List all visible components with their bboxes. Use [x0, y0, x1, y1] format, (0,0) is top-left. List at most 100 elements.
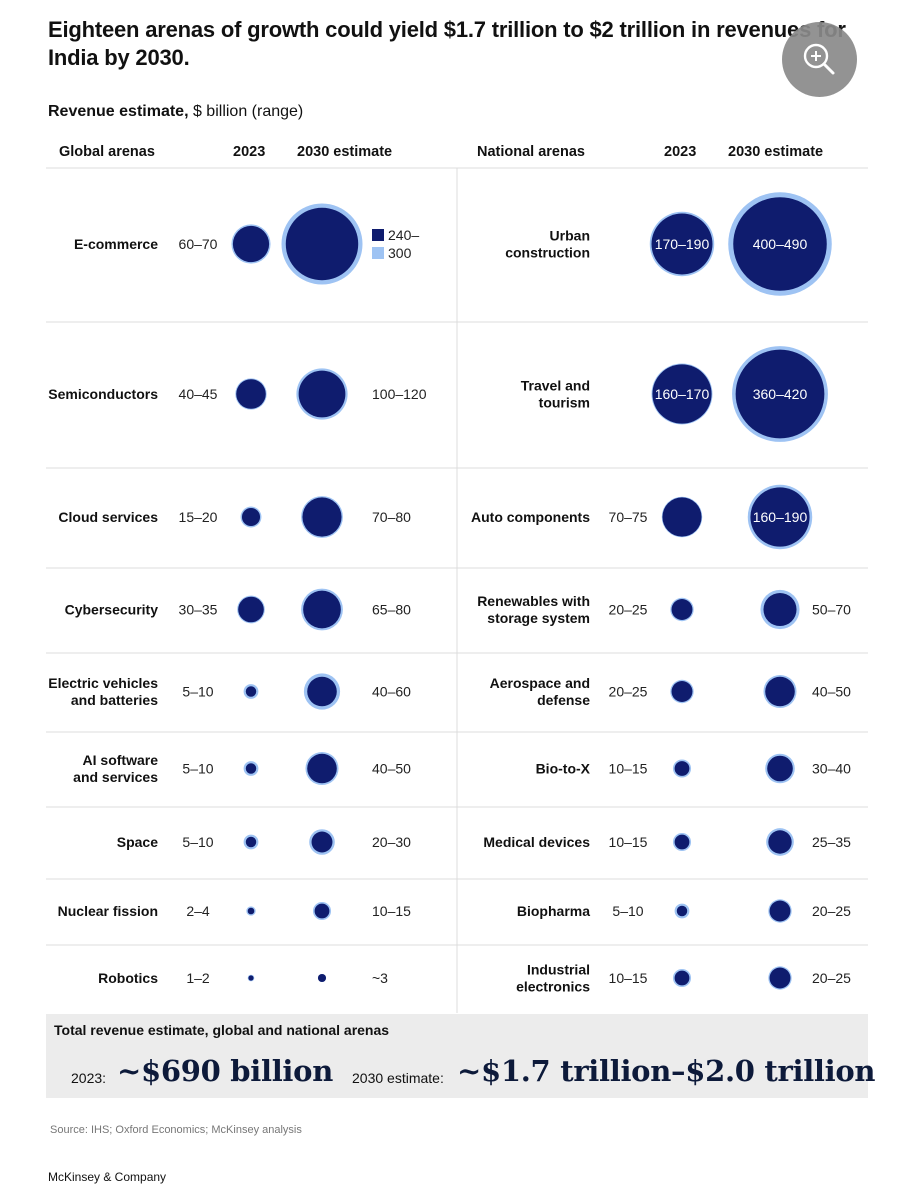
zoom-button[interactable] — [782, 22, 857, 97]
global-bubble-2030 — [317, 973, 327, 983]
national-value-2023: 10–15 — [609, 970, 648, 986]
total-2030-prefix: 2030 estimate: — [352, 1070, 444, 1086]
national-arena-label: Travel and tourism — [521, 378, 590, 411]
global-bubble-2030 — [307, 676, 337, 707]
global-value-2030: 20–30 — [372, 834, 411, 850]
global-value-2023: 5–10 — [182, 834, 213, 850]
national-arena-label: Aerospace and defense — [490, 675, 591, 708]
national-bubble-2023 — [652, 364, 712, 424]
global-value-2023: 40–45 — [179, 386, 218, 402]
national-bubble-2023 — [651, 213, 713, 275]
global-value-2030: 10–15 — [372, 903, 411, 919]
national-value-2023: 160–170 — [655, 386, 710, 402]
national-bubble-2030 — [733, 197, 827, 291]
global-bubble-2030 — [298, 370, 346, 418]
national-value-2030: 40–50 — [812, 684, 851, 700]
total-2023-prefix: 2023: — [71, 1070, 107, 1086]
national-bubble-2030 — [750, 487, 810, 547]
national-value-2023: 10–15 — [609, 761, 648, 777]
national-bubble-2023 — [674, 761, 690, 776]
national-bubble-2030 — [769, 967, 791, 989]
global-value-2023: 5–10 — [182, 684, 213, 700]
total-2023-value: ~$690 billion — [117, 1054, 333, 1088]
zoom-in-icon — [803, 43, 835, 75]
national-value-2030: 20–25 — [812, 970, 851, 986]
header-national-arenas: National arenas — [477, 144, 585, 160]
national-value-2023: 170–190 — [655, 236, 710, 252]
chart-title: Eighteen arenas of growth could yield $1… — [48, 17, 846, 70]
global-bubble-2023 — [247, 907, 255, 915]
global-bubble-2023 — [245, 836, 257, 848]
global-value-2023: 30–35 — [179, 602, 218, 618]
header-global-arenas: Global arenas — [59, 144, 155, 160]
national-bubble-2030 — [768, 830, 792, 854]
global-value-2023: 1–2 — [186, 970, 210, 986]
chart-subtitle: Revenue estimate, $ billion (range) — [48, 103, 303, 121]
global-bubble-2030 — [314, 903, 330, 919]
national-bubble-2023 — [676, 905, 688, 917]
national-arena-label: Bio-to-X — [536, 761, 591, 777]
national-arena-label: Renewables with storage system — [477, 593, 590, 626]
global-arena-label: AI software and services — [73, 752, 158, 785]
bubble-chart: E-commerce 60–70 Semiconductors 40–45 100–12… — [46, 167, 868, 1013]
global-value-2030: 65–80 — [372, 602, 411, 618]
global-bubble-2023 — [245, 686, 257, 697]
global-bubble-2023 — [248, 975, 254, 981]
global-value-2030: ~3 — [372, 970, 388, 986]
header-global-2030: 2030 estimate — [297, 144, 393, 160]
national-arena-label: Biopharma — [517, 903, 590, 919]
national-arena-label: Industrial electronics — [516, 962, 590, 995]
national-bubble-2030 — [767, 755, 793, 782]
global-arena-label: Robotics — [98, 970, 158, 986]
global-arena-label: Electric vehicles and batteries — [48, 675, 158, 708]
global-bubble-2023 — [236, 379, 266, 409]
national-bubble-2023 — [671, 599, 693, 620]
global-bubble-2030 — [302, 497, 342, 537]
national-value-2023: 20–25 — [609, 684, 648, 700]
global-bubble-2023 — [241, 507, 261, 527]
national-bubble-2030 — [769, 900, 791, 922]
national-value-2030: 20–25 — [812, 903, 851, 919]
subtitle-bold: Revenue estimate, — [48, 103, 189, 120]
total-label: Total revenue estimate, global and natio… — [54, 1022, 390, 1038]
global-value-2023: 2–4 — [186, 903, 210, 919]
global-arena-label: Semiconductors — [48, 386, 158, 402]
source-note: Source: IHS; Oxford Economics; McKinsey … — [50, 1124, 302, 1136]
global-value-2023: 60–70 — [179, 236, 218, 252]
national-value-2030: 25–35 — [812, 834, 851, 850]
national-bubble-2030 — [765, 676, 795, 707]
national-arena-label: Auto components — [471, 509, 590, 525]
header-national-2023: 2023 — [664, 144, 697, 160]
national-bubble-2023 — [662, 497, 702, 537]
global-bubble-2030 — [303, 590, 341, 629]
national-bubble-2030 — [735, 349, 825, 439]
global-bubble-2023 — [245, 763, 257, 774]
national-bubble-2023 — [671, 681, 693, 702]
global-value-2030: 40–50 — [372, 761, 411, 777]
header-national-2030: 2030 estimate — [728, 144, 824, 160]
national-value-2023: 20–25 — [609, 602, 648, 618]
global-arena-label: E-commerce — [74, 236, 158, 252]
national-bubble-2023 — [674, 834, 690, 850]
global-bubble-2030 — [285, 207, 359, 281]
legend-swatch-high — [372, 247, 384, 259]
brand-footer: McKinsey & Company — [48, 1170, 167, 1184]
national-value-2023: 10–15 — [609, 834, 648, 850]
national-bubble-2030 — [763, 592, 797, 627]
national-arena-label: Urban construction — [505, 228, 590, 261]
global-arena-label: Space — [117, 834, 158, 850]
total-box — [46, 1014, 868, 1098]
national-arena-label: Medical devices — [483, 834, 590, 850]
total-2030-value: ~$1.7 trillion–$2.0 trillion — [457, 1054, 876, 1088]
legend-label-high: 300 — [388, 245, 412, 261]
global-arena-label: Cloud services — [58, 509, 158, 525]
national-value-2023: 70–75 — [609, 509, 648, 525]
global-value-2023: 15–20 — [179, 509, 218, 525]
global-value-2023: 5–10 — [182, 761, 213, 777]
national-value-2023: 5–10 — [612, 903, 643, 919]
global-value-2030: 40–60 — [372, 684, 411, 700]
national-bubble-2023 — [674, 970, 690, 986]
global-bubble-2030 — [311, 831, 333, 853]
national-value-2030: 30–40 — [812, 761, 851, 777]
subtitle-unit: $ billion (range) — [188, 103, 304, 120]
